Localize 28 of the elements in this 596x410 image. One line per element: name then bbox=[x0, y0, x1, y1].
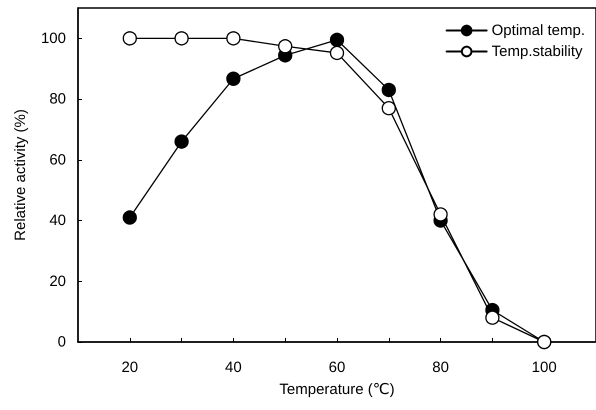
x-tick-label: 60 bbox=[328, 359, 346, 376]
point bbox=[382, 82, 396, 98]
point bbox=[122, 210, 137, 225]
x-tick-label: 20 bbox=[121, 359, 138, 376]
y-tick-label: 20 bbox=[49, 272, 66, 290]
x-tick-label: 80 bbox=[432, 359, 449, 376]
point bbox=[174, 134, 189, 149]
point bbox=[174, 31, 189, 46]
point bbox=[122, 31, 137, 46]
x-axis-title: Temperature (℃) bbox=[279, 381, 395, 398]
point bbox=[226, 31, 241, 46]
point bbox=[485, 310, 500, 325]
x-tick-label: 100 bbox=[532, 359, 557, 376]
legend-label: Optimal temp. bbox=[492, 22, 586, 39]
y-tick-label: 40 bbox=[49, 212, 66, 230]
x-tick-label: 40 bbox=[225, 359, 242, 376]
point bbox=[382, 101, 396, 116]
y-tick-label: 100 bbox=[40, 30, 66, 47]
point bbox=[433, 207, 448, 222]
point bbox=[330, 46, 344, 60]
y-tick-label: 0 bbox=[58, 334, 66, 350]
legend-label: Temp.stability bbox=[492, 43, 583, 60]
point bbox=[226, 72, 241, 86]
y-tick-label: 80 bbox=[49, 90, 66, 108]
point bbox=[330, 32, 344, 48]
y-axis-title: Relative activity (%) bbox=[12, 109, 29, 241]
y-tick-label: 60 bbox=[49, 151, 66, 168]
point bbox=[278, 39, 292, 54]
